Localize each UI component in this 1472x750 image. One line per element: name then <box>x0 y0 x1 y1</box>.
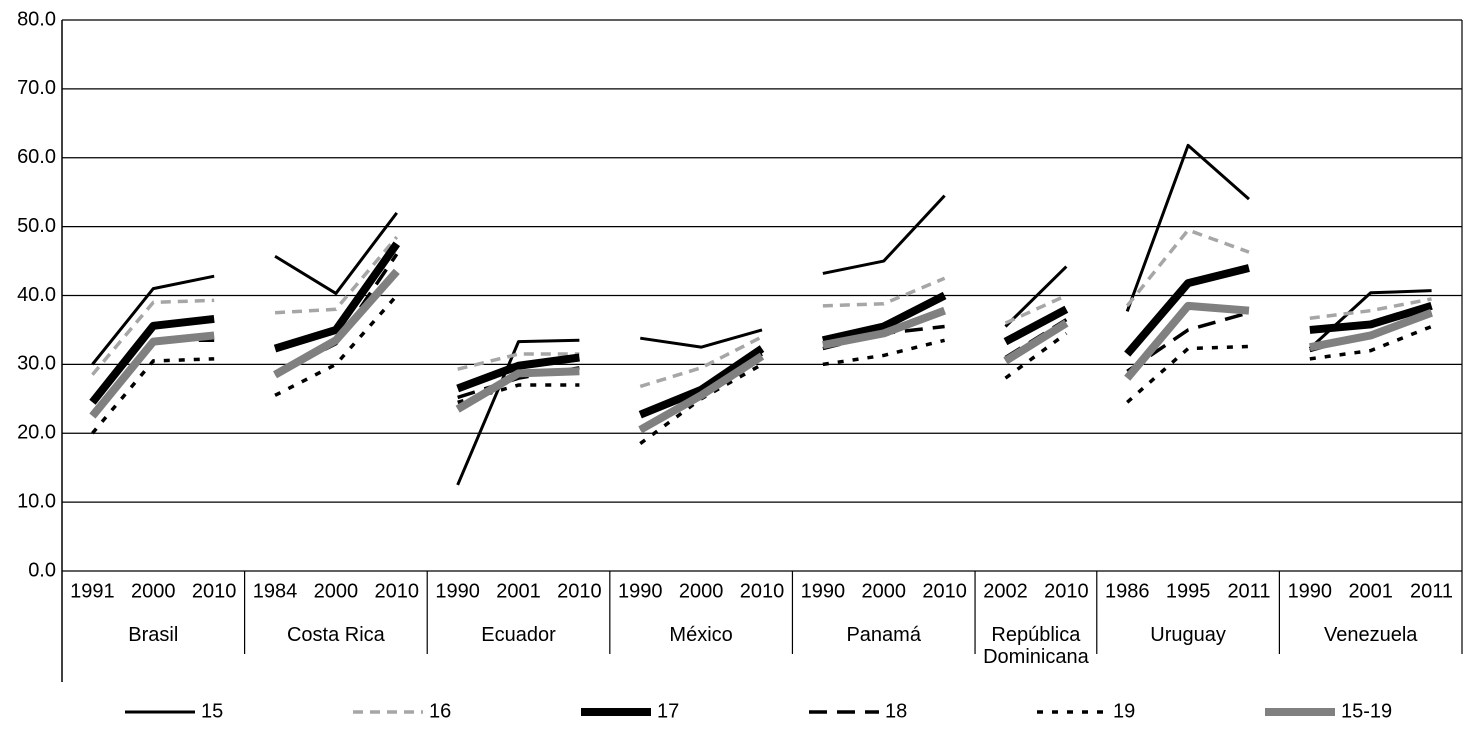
legend-label: 19 <box>1113 700 1135 722</box>
series-line <box>1309 308 1433 352</box>
legend-label: 18 <box>885 700 907 722</box>
series-line <box>455 367 580 413</box>
y-tick-label: 0.0 <box>28 559 56 581</box>
series-line <box>457 352 580 371</box>
x-tick-label: 2000 <box>861 580 906 602</box>
legend-label: 16 <box>429 700 451 722</box>
series-line <box>822 306 947 350</box>
y-tick-label: 60.0 <box>17 146 56 168</box>
x-tick-label: 2011 <box>1227 580 1270 602</box>
series-line <box>1309 302 1433 334</box>
series-line <box>456 353 580 393</box>
series-line <box>274 235 399 315</box>
x-tick-label: 2000 <box>679 580 724 602</box>
series-line <box>640 328 763 349</box>
x-tick-label: 2011 <box>1410 580 1453 602</box>
series-line <box>1003 319 1069 365</box>
series-line <box>1124 301 1250 381</box>
series-line <box>821 291 947 345</box>
series-line <box>1126 311 1250 373</box>
series-line <box>91 298 215 376</box>
x-tick-label: 1990 <box>618 580 663 602</box>
x-tick-label: 1990 <box>801 580 846 602</box>
series-line <box>91 357 215 435</box>
series-line <box>638 345 765 419</box>
series-line <box>1125 143 1250 312</box>
x-tick-label: 2000 <box>131 580 176 602</box>
series-line <box>1124 264 1250 357</box>
group-label: Venezuela <box>1323 624 1418 646</box>
legend-label: 17 <box>657 700 679 722</box>
series-line <box>1309 297 1432 320</box>
series-line <box>1004 265 1068 328</box>
y-tick-label: 40.0 <box>17 284 56 306</box>
series-line <box>639 335 763 389</box>
x-tick-label: 1991 <box>70 580 115 602</box>
x-tick-label: 2010 <box>1044 580 1089 602</box>
x-tick-label: 2001 <box>496 580 541 602</box>
series-line <box>822 194 946 275</box>
series-line <box>89 331 215 419</box>
y-tick-label: 10.0 <box>17 490 56 512</box>
x-tick-label: 2010 <box>375 580 420 602</box>
legend-label: 15-19 <box>1341 700 1392 722</box>
y-tick-label: 70.0 <box>17 77 56 99</box>
y-tick-label: 80.0 <box>17 8 56 30</box>
series-line <box>1004 293 1068 325</box>
series-line <box>273 241 401 353</box>
y-tick-label: 20.0 <box>17 422 56 444</box>
y-tick-label: 30.0 <box>17 353 56 375</box>
group-label: Panamá <box>846 624 921 646</box>
series-line <box>457 366 580 400</box>
group-label: Brasil <box>128 624 179 646</box>
series-line <box>1004 331 1068 380</box>
x-tick-label: 2002 <box>983 580 1028 602</box>
group-label: Ecuador <box>481 624 556 646</box>
y-tick-label: 50.0 <box>17 215 56 237</box>
legend-label: 15 <box>201 700 223 722</box>
x-tick-label: 2010 <box>922 580 967 602</box>
x-tick-label: 2010 <box>192 580 237 602</box>
series-line <box>822 276 946 308</box>
group-label: Costa Rica <box>286 624 385 646</box>
series-line <box>273 268 400 379</box>
group-label: República Dominicana <box>983 624 1089 668</box>
x-tick-label: 1990 <box>1288 580 1333 602</box>
series-line <box>89 314 215 405</box>
series-line <box>1125 228 1250 307</box>
x-tick-label: 1990 <box>435 580 480 602</box>
x-tick-label: 2000 <box>314 580 359 602</box>
x-tick-label: 2010 <box>557 580 602 602</box>
series-line <box>274 211 398 295</box>
series-line <box>822 338 946 367</box>
series-line <box>1003 305 1069 346</box>
series-line <box>638 352 765 434</box>
series-line <box>1309 324 1433 361</box>
series-line <box>1126 344 1250 404</box>
x-tick-label: 2001 <box>1348 580 1393 602</box>
series-line <box>91 274 215 366</box>
series-line <box>457 383 580 404</box>
x-tick-label: 1986 <box>1105 580 1150 602</box>
group-label: Uruguay <box>1150 624 1226 646</box>
series-line <box>456 338 580 486</box>
x-tick-label: 2010 <box>740 580 785 602</box>
x-tick-label: 1984 <box>253 580 298 602</box>
group-label: México <box>669 624 733 646</box>
x-tick-label: 1995 <box>1166 580 1211 602</box>
